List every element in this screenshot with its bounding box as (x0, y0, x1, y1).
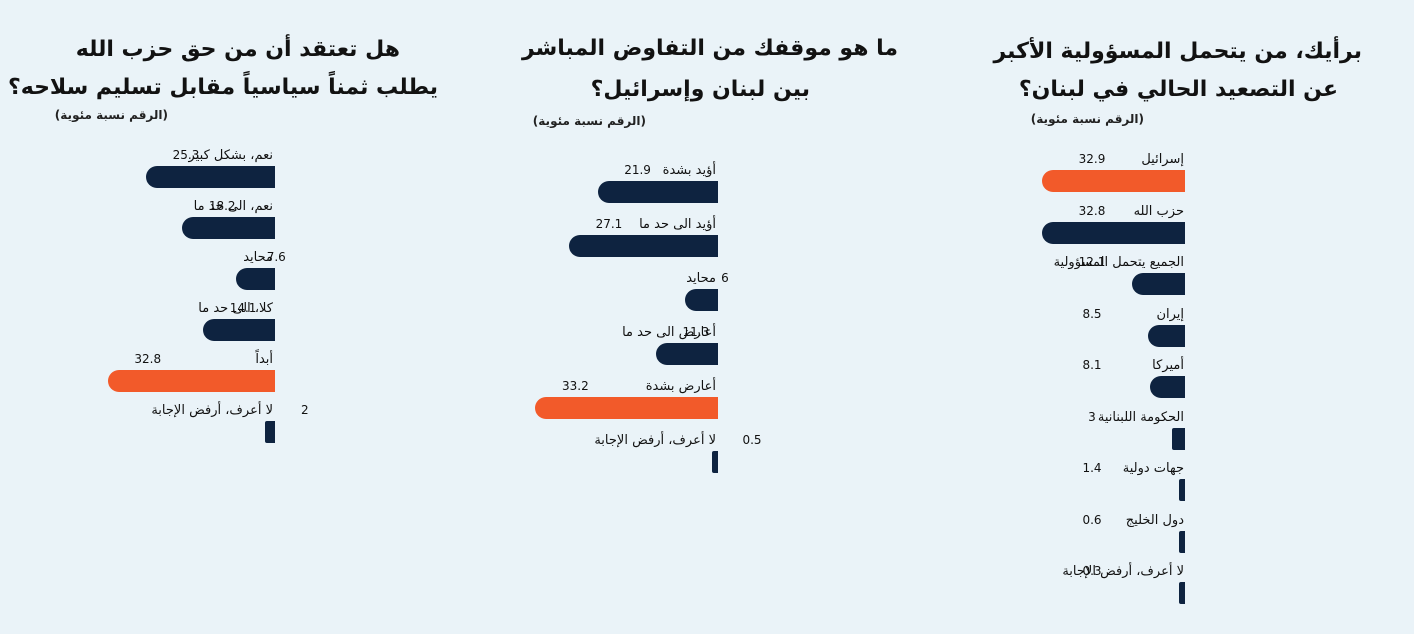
bar (655, 343, 718, 365)
category-label: لا أعرف، أرفض الإجابة (1062, 564, 1184, 579)
category-label: إيران (1156, 306, 1184, 322)
bar (264, 421, 275, 443)
bar (107, 370, 275, 392)
category-label: أعارض الى حد ما (622, 325, 716, 340)
chart-title-line-2: بين لبنان وإسرائيل؟ (590, 77, 810, 102)
value-label: 32.8 (134, 352, 162, 366)
bar (203, 319, 275, 341)
chart-title-line-2: يطلب ثمناً سياسياً مقابل تسليم سلاحه؟ (7, 75, 438, 100)
value-label: 6 (721, 271, 729, 285)
category-label: حزب الله (1133, 203, 1184, 219)
value-label: 2 (300, 403, 309, 417)
bar (1179, 582, 1185, 604)
value-label: 0.3 (1082, 564, 1102, 578)
bar (597, 181, 718, 203)
category-label: إسرائيل (1141, 152, 1184, 167)
chart-title-line-1: برأيك، من يتحمل المسؤولية الأكبر (993, 39, 1363, 64)
unit-note: (الرقم نسبة مئوية) (532, 114, 646, 128)
chart-title-line-1: هل تعتقد أن من حق حزب الله (75, 37, 400, 62)
bar (1149, 376, 1185, 398)
value-label: 12.1 (1078, 255, 1106, 269)
value-label: 25.3 (172, 148, 200, 162)
category-label: الحكومة اللبنانية (1097, 409, 1184, 425)
category-label: أبداً (255, 352, 273, 367)
value-label: 0.6 (1082, 512, 1102, 527)
value-label: 32.9 (1078, 152, 1106, 166)
category-label: أؤيد بشدة (662, 163, 716, 178)
chart-title-line-1: ما هو موقفك من التفاوض المباشر (521, 36, 898, 61)
bar (712, 451, 718, 473)
category-label: أؤيد الى حد ما (639, 217, 716, 232)
value-label: 27.1 (595, 217, 623, 231)
bar (145, 166, 275, 188)
bar (236, 268, 275, 290)
value-label: 0.5 (742, 433, 762, 447)
category-label: نعم، الى حد ما (193, 199, 273, 214)
bar (685, 289, 718, 311)
value-label: 7.6 (266, 250, 286, 264)
category-label: أعارض بشدة (645, 379, 716, 394)
value-label: 8.5 (1082, 306, 1102, 321)
category-label: أميركا (1152, 358, 1184, 373)
value-label: 33.2 (562, 379, 589, 393)
category-label: دول الخليج (1125, 512, 1184, 528)
bar (535, 397, 718, 419)
value-label: 18.2 (208, 199, 236, 213)
bar (1041, 170, 1185, 192)
value-label: 11.3 (682, 325, 710, 339)
bar (182, 217, 275, 239)
category-label: لا أعرف، أرفض الإجابة (594, 433, 716, 448)
bar (568, 235, 718, 257)
category-label: محايد (243, 250, 273, 265)
category-label: كلا، الى حد ما (198, 301, 273, 316)
category-label: الجميع يتحمل المسؤولية (1053, 255, 1184, 270)
chart-title-line-2: عن التصعيد الحالي في لبنان؟ (1018, 77, 1338, 102)
value-label: 8.1 (1082, 358, 1102, 372)
value-label: 1.4 (1082, 461, 1102, 475)
value-label: 21.9 (624, 163, 651, 177)
value-label: 32.8 (1078, 203, 1106, 218)
bar (1178, 479, 1185, 501)
category-label: جهات دولية (1122, 461, 1184, 476)
category-label: لا أعرف، أرفض الإجابة (151, 403, 273, 418)
unit-note: (الرقم نسبة مئوية) (54, 108, 168, 122)
bar (1132, 273, 1185, 295)
unit-note: (الرقم نسبة مئوية) (1030, 112, 1144, 126)
value-label: 3 (1088, 409, 1096, 424)
bar (1148, 324, 1185, 347)
bar (1042, 221, 1185, 244)
category-label: نعم، بشكل كبير (188, 148, 273, 163)
category-label: محايد (686, 271, 716, 286)
value-label: 14.1 (229, 301, 257, 315)
bar (1171, 427, 1185, 450)
bar (1179, 530, 1185, 553)
